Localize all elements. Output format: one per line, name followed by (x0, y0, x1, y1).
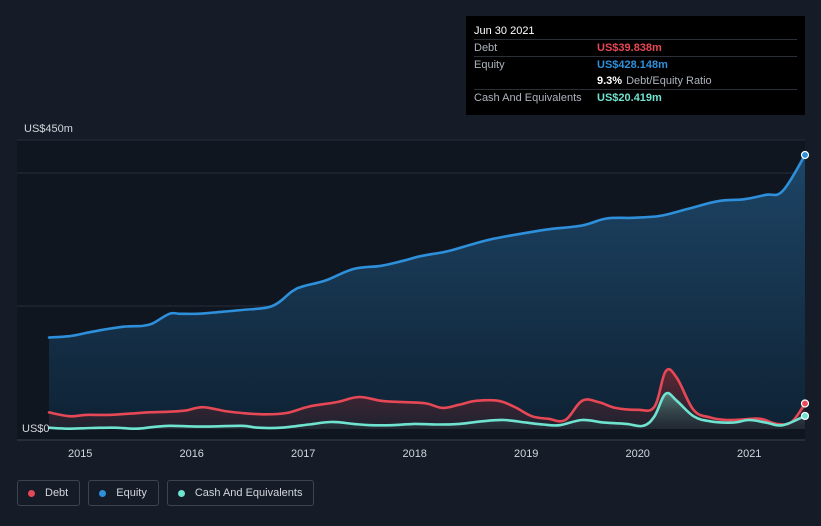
legend-item-equity[interactable]: Equity (88, 480, 159, 506)
legend-debt-dot-icon (28, 489, 35, 497)
y-max-label: US$450m (24, 123, 73, 135)
tooltip-cash-label: Cash And Equivalents (474, 92, 582, 104)
legend-cash-label: Cash And Equivalents (194, 487, 303, 499)
legend-debt-label: Debt (45, 487, 69, 499)
cash-line (47, 391, 807, 431)
tooltip-ratio-value: 9.3% (597, 75, 623, 87)
tooltip-cash-row: Cash And Equivalents US$20.419m (474, 89, 797, 106)
y-zero-label: US$0 (22, 423, 50, 435)
legend-item-debt[interactable]: Debt (17, 480, 81, 506)
tooltip-debt-row: Debt US$39.838m (474, 39, 797, 56)
legend-equity-label: Equity (116, 487, 147, 499)
x-tick-label: 2015 (68, 448, 92, 460)
tooltip-ratio-label: Debt/Equity Ratio (626, 75, 712, 87)
tooltip-cash-value: US$20.419m (597, 92, 662, 104)
legend-cash-dot-icon (177, 489, 185, 497)
legend-equity-dot-icon (99, 489, 107, 497)
x-tick-label: 2017 (291, 448, 315, 460)
tooltip-debt-label: Debt (474, 42, 498, 54)
tooltip-equity-label: Equity (474, 59, 505, 71)
equity-area (49, 155, 805, 429)
equity-line (47, 153, 807, 339)
legend-item-cash[interactable]: Cash And Equivalents (166, 480, 315, 506)
tooltip-date: Jun 30 2021 (474, 25, 535, 37)
x-tick-label: 2020 (625, 448, 649, 460)
cash-area (49, 393, 805, 429)
debt-area (49, 369, 805, 429)
tooltip-equity-value: US$428.148m (597, 59, 668, 71)
cash-end-marker (800, 411, 810, 421)
x-tick-label: 2019 (514, 448, 538, 460)
equity-end-marker (800, 150, 810, 160)
tooltip-equity-row: Equity US$428.148m (474, 56, 797, 73)
tooltip-ratio-row: 9.3% Debt/Equity Ratio (474, 73, 797, 89)
x-tick-label: 2018 (402, 448, 426, 460)
tooltip-debt-value: US$39.838m (597, 42, 662, 54)
x-tick-label: 2021 (737, 448, 761, 460)
data-tooltip: Jun 30 2021 Debt US$39.838m Equity US$42… (466, 16, 805, 115)
chart-legend: Debt Equity Cash And Equivalents (17, 480, 315, 506)
debt-end-marker (800, 399, 810, 408)
debt-line (47, 367, 807, 426)
x-tick-label: 2016 (179, 448, 203, 460)
